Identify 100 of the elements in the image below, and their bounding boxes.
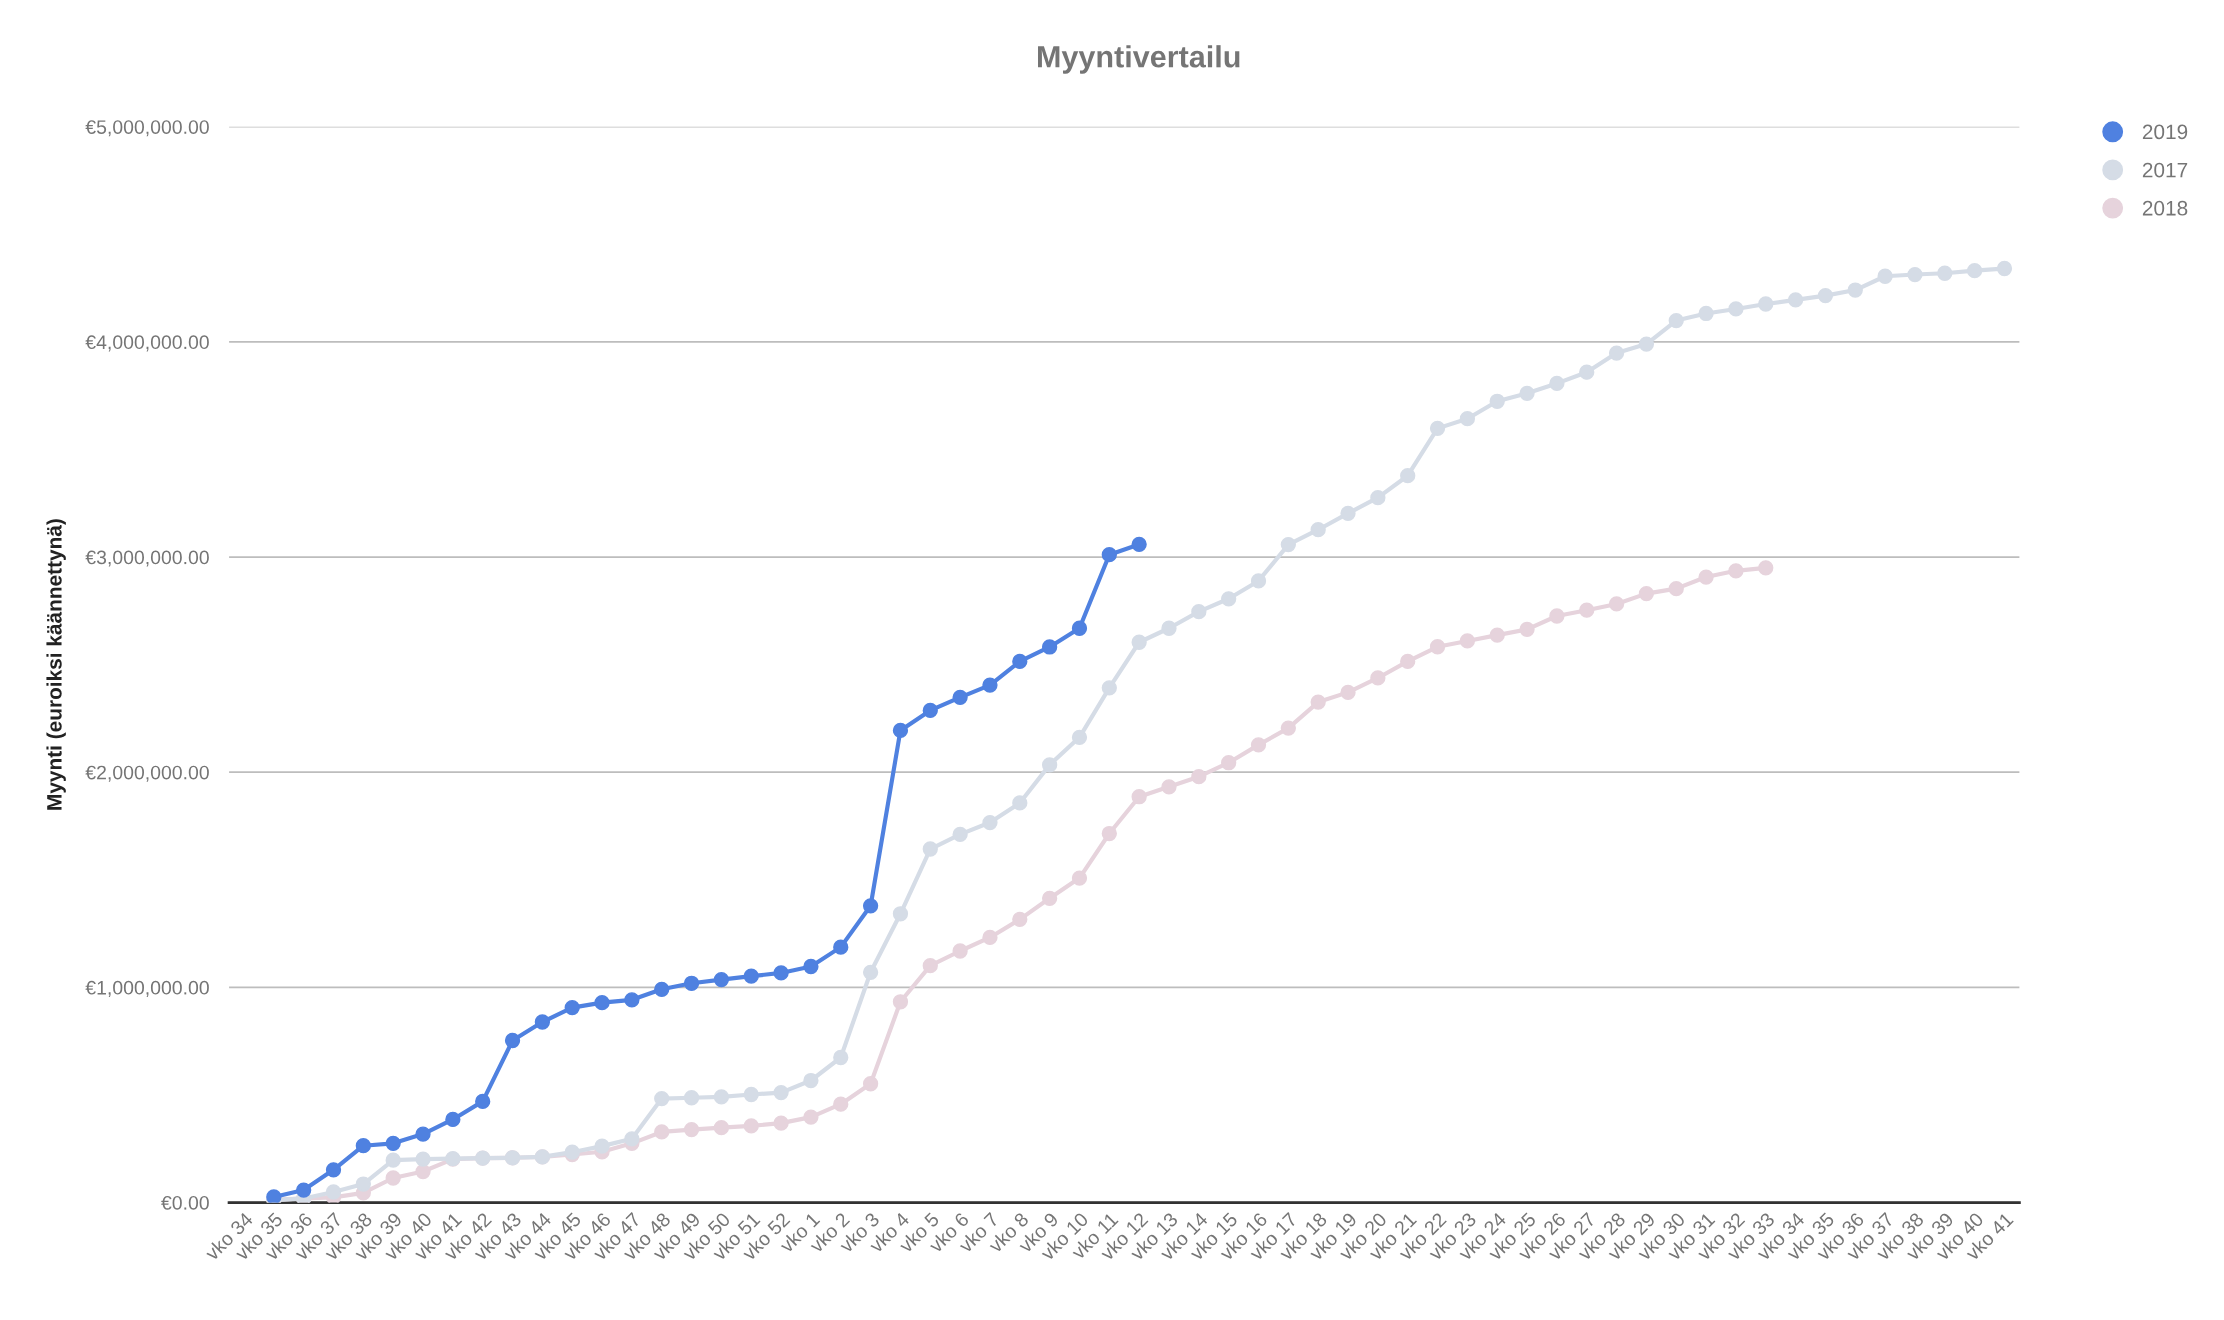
- point: [415, 1151, 431, 1167]
- point: [355, 1138, 371, 1154]
- point: [1131, 634, 1147, 650]
- point: [1847, 282, 1863, 298]
- chart-title: Myyntivertailu: [1038, 45, 1240, 74]
- point: [1608, 345, 1625, 361]
- point: [1400, 468, 1416, 484]
- point: [1280, 720, 1296, 736]
- point: [1698, 569, 1714, 585]
- point: [952, 826, 968, 843]
- point: [833, 1096, 849, 1112]
- y-tick-label: €5,000,000.00: [85, 120, 209, 137]
- point: [1310, 522, 1326, 538]
- point: [654, 1090, 670, 1107]
- point: [1519, 621, 1535, 637]
- point: [504, 1032, 521, 1049]
- point: [713, 1120, 730, 1136]
- point: [862, 898, 879, 914]
- point: [803, 958, 819, 975]
- point: [325, 1184, 342, 1200]
- y-tick-label: €0.00: [161, 1195, 209, 1210]
- point: [1698, 305, 1714, 322]
- point: [1101, 547, 1117, 563]
- point: [1131, 536, 1147, 552]
- point: [892, 906, 909, 922]
- point: [1012, 911, 1028, 928]
- y-tick-label: €3,000,000.00: [85, 550, 209, 567]
- point: [564, 999, 580, 1016]
- point: [534, 1014, 551, 1030]
- point: [922, 702, 938, 719]
- point: [922, 841, 938, 857]
- point: [1101, 825, 1117, 842]
- point: [1161, 779, 1177, 795]
- point: [1996, 260, 2013, 277]
- point: [1041, 890, 1058, 906]
- point: [1429, 420, 1446, 437]
- point: [1728, 301, 1744, 317]
- point: [475, 1093, 491, 1110]
- point: [982, 814, 998, 831]
- point: [624, 1131, 640, 1147]
- point: [1787, 292, 1804, 308]
- point: [1340, 684, 1356, 701]
- point: [892, 994, 909, 1010]
- point: [773, 965, 789, 981]
- point: [773, 1115, 789, 1131]
- point: [1966, 263, 1983, 279]
- point: [713, 1089, 730, 1105]
- point: [1250, 573, 1267, 589]
- point: [1459, 633, 1476, 649]
- point: [1758, 560, 1774, 576]
- point: [683, 975, 700, 991]
- point: [773, 1084, 789, 1101]
- point: [743, 1086, 759, 1103]
- point: [1459, 411, 1476, 427]
- point: [1280, 536, 1296, 553]
- point: [296, 1182, 312, 1198]
- point: [1549, 375, 1565, 392]
- point: [1429, 639, 1446, 655]
- point: [743, 1118, 759, 1134]
- point: [1370, 490, 1386, 506]
- point: [1728, 563, 1744, 579]
- point: [862, 964, 879, 980]
- point: [892, 722, 909, 739]
- y-tick-label: €2,000,000.00: [85, 765, 209, 782]
- point: [1221, 755, 1237, 771]
- point: [1638, 585, 1655, 602]
- point: [624, 992, 640, 1008]
- point: [1161, 620, 1177, 636]
- point: [1071, 870, 1088, 886]
- point: [922, 957, 938, 974]
- point: [1638, 336, 1655, 352]
- point: [1608, 596, 1625, 612]
- point: [1131, 789, 1147, 805]
- y-tick-label: €4,000,000.00: [85, 335, 209, 352]
- legend-label: 2017: [2142, 162, 2188, 178]
- legend-label: 2018: [2142, 200, 2188, 216]
- point: [594, 994, 610, 1011]
- point: [1370, 670, 1386, 686]
- point: [862, 1076, 879, 1092]
- point: [1877, 268, 1893, 284]
- point: [1041, 757, 1058, 773]
- point: [713, 971, 730, 988]
- point: [1489, 627, 1505, 643]
- point: [325, 1162, 342, 1178]
- point: [1250, 737, 1267, 753]
- point: [1668, 581, 1684, 597]
- point: [1041, 639, 1058, 655]
- point: [1340, 505, 1356, 522]
- point: [1817, 287, 1834, 304]
- y-axis-title: Myynti (euroiksi käännettynä): [46, 519, 66, 810]
- point: [683, 1090, 700, 1106]
- point: [1579, 602, 1595, 618]
- point: [833, 1049, 849, 1066]
- point: [1221, 591, 1237, 607]
- legend-label: 2019: [2142, 124, 2188, 140]
- point: [654, 981, 670, 997]
- point: [1071, 620, 1088, 636]
- point: [982, 677, 998, 693]
- point: [594, 1138, 610, 1154]
- point: [952, 943, 968, 959]
